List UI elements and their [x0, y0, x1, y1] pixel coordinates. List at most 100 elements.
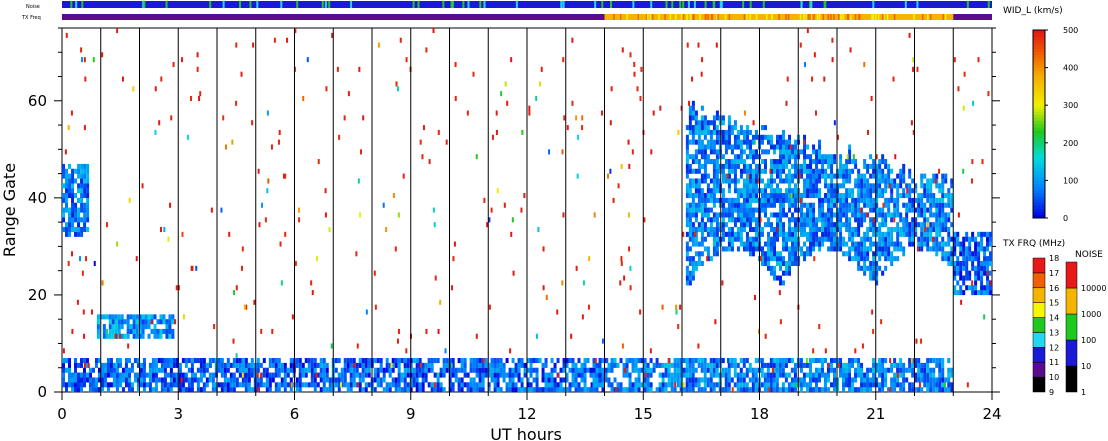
echo-cell — [322, 387, 326, 393]
echo-cell — [989, 256, 993, 262]
echo-cell — [875, 280, 879, 286]
echo-cell — [980, 246, 984, 252]
echo-cell — [788, 154, 792, 160]
echo-cell — [571, 362, 575, 368]
echo-cell — [878, 246, 882, 252]
echo-cell — [628, 387, 632, 393]
echo-cell — [899, 168, 903, 174]
echo-cell — [860, 207, 863, 213]
echo-cell — [116, 28, 119, 34]
echo-cell — [736, 372, 740, 378]
x-tick-label: 0 — [57, 405, 67, 423]
echo-cell — [304, 382, 308, 388]
echo-cell — [983, 260, 987, 267]
echo-cell — [541, 387, 545, 393]
echo-cell — [953, 265, 957, 271]
noise-bar-tick — [451, 1, 454, 8]
wid-colorbar-step — [1033, 202, 1045, 206]
echo-cell — [763, 222, 767, 228]
echo-cell — [968, 275, 972, 281]
echo-cell — [418, 367, 422, 373]
echo-cell — [439, 382, 443, 388]
echo-cell — [908, 241, 912, 247]
echo-cell — [165, 333, 169, 339]
echo-cell — [77, 188, 81, 194]
echo-cell — [114, 314, 118, 320]
echo-cell — [488, 217, 491, 223]
noise-bar-tick — [412, 1, 415, 8]
echo-cell — [845, 241, 849, 247]
echo-cell — [147, 319, 151, 325]
echo-cell — [205, 362, 209, 368]
echo-cell — [721, 207, 725, 213]
echo-cell — [391, 367, 395, 373]
echo-cell — [71, 226, 75, 233]
echo-cell — [120, 324, 124, 330]
echo-cell — [881, 382, 885, 388]
echo-cell — [80, 202, 84, 208]
echo-cell — [688, 178, 692, 184]
echo-cell — [108, 328, 112, 334]
echo-cell — [715, 178, 719, 184]
x-axis-ticks: 0 3 6 9 12 15 18 21 24 — [57, 392, 1002, 423]
echo-cell — [377, 42, 380, 48]
echo-cell — [842, 212, 846, 218]
echo-cell — [977, 260, 981, 267]
echo-cell — [926, 367, 930, 373]
wid-colorbar-step — [1033, 102, 1045, 106]
echo-cell — [478, 362, 482, 368]
echo-cell — [706, 188, 710, 194]
echo-cell — [178, 387, 182, 393]
echo-cell — [956, 265, 960, 271]
txfreq-tick — [886, 14, 889, 20]
echo-cell — [691, 362, 695, 368]
echo-cell — [818, 226, 822, 233]
echo-cell — [609, 120, 612, 126]
noise-bar-tick — [872, 1, 875, 8]
echo-cell — [791, 231, 795, 237]
echo-cell — [490, 358, 494, 364]
echo-cell — [815, 217, 819, 223]
echo-cell — [724, 222, 728, 228]
echo-cell — [475, 362, 479, 368]
echo-cell — [97, 372, 101, 378]
echo-cell — [79, 256, 82, 262]
echo-cell — [887, 163, 891, 169]
echo-cell — [520, 377, 524, 383]
echo-cell — [700, 367, 704, 373]
echo-cell — [763, 256, 767, 262]
echo-cell — [788, 134, 792, 140]
echo-cell — [833, 246, 837, 252]
echo-cell — [941, 173, 945, 179]
noise-bar-tick — [238, 1, 241, 8]
echo-cell — [130, 362, 134, 368]
wid-colorbar-step — [1033, 164, 1045, 169]
echo-cell — [169, 387, 173, 393]
echo-cell — [670, 362, 674, 368]
echo-cell — [244, 367, 248, 373]
echo-cell — [715, 42, 718, 48]
echo-cell — [724, 212, 728, 218]
echo-cell — [788, 159, 792, 165]
wid-colorbar-step — [1033, 133, 1045, 137]
echo-cell — [397, 328, 400, 334]
echo-cell — [812, 246, 816, 252]
echo-cell — [730, 163, 734, 169]
echo-cell — [86, 183, 90, 189]
echo-cell — [688, 270, 692, 276]
echo-cell — [830, 168, 834, 174]
txfreq-tick — [626, 14, 628, 20]
echo-cell — [220, 207, 223, 213]
echo-cell — [340, 377, 344, 383]
echo-cell — [700, 377, 704, 383]
echo-cell — [694, 231, 698, 237]
echo-cell — [730, 231, 734, 237]
echo-cell — [353, 362, 356, 368]
echo-cell — [884, 246, 888, 252]
wid-colorbar-step — [1033, 45, 1045, 50]
echo-cell — [688, 387, 692, 393]
echo-cell — [582, 280, 585, 286]
echo-cell — [890, 188, 894, 194]
echo-cell — [875, 163, 879, 169]
echo-cell — [145, 382, 149, 388]
